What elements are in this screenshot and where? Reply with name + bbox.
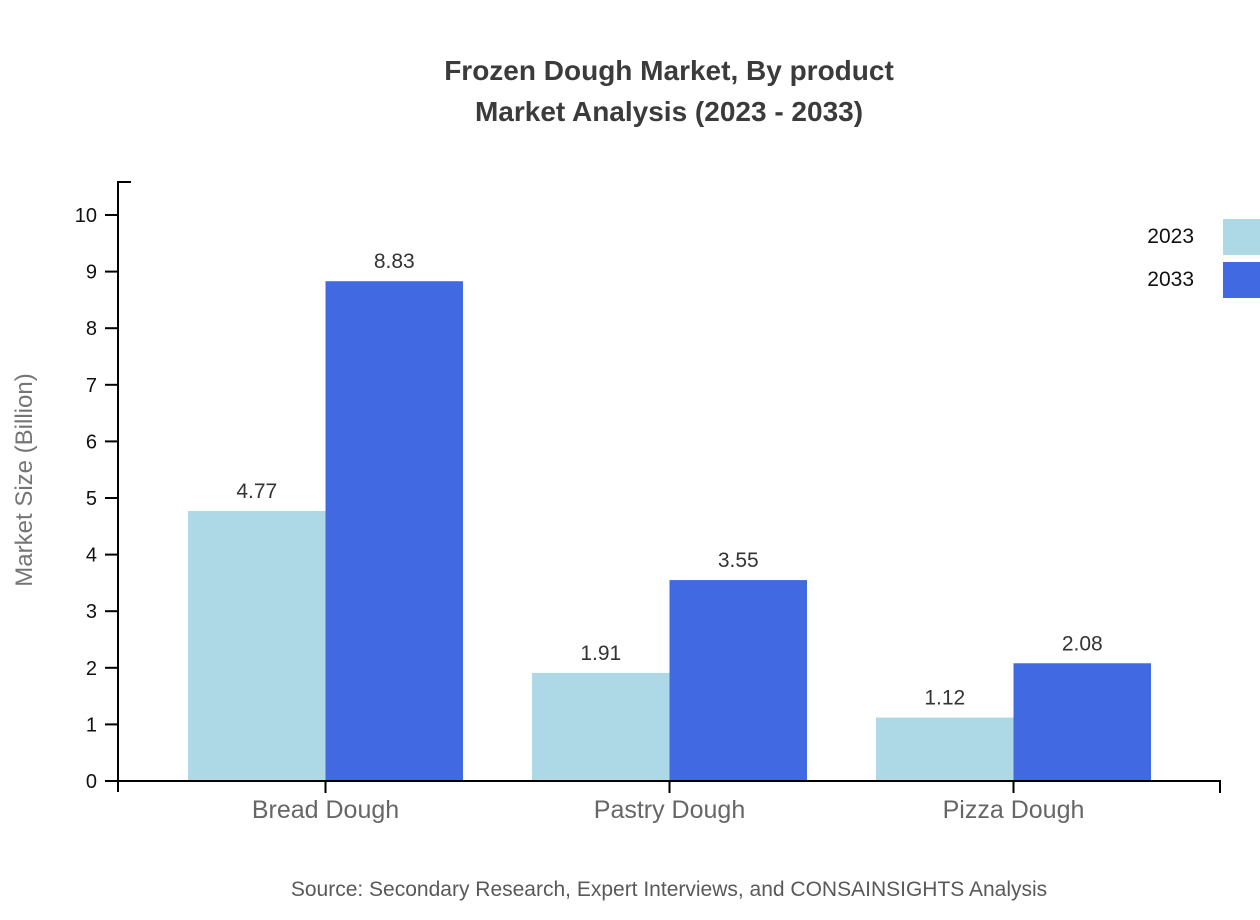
bar-2033-pastry-dough (669, 580, 807, 781)
bar-value-label: 8.83 (374, 250, 415, 273)
x-axis-line (105, 780, 1221, 793)
legend-swatch (1223, 262, 1260, 298)
y-tick-label: 3 (86, 601, 97, 623)
y-tick-label: 2 (86, 658, 97, 680)
bar-value-label: 3.55 (718, 549, 759, 572)
y-axis-line (117, 181, 131, 792)
legend-swatch (1223, 219, 1260, 255)
bar-2023-pastry-dough (532, 672, 670, 781)
bar-2023-bread-dough (188, 511, 326, 781)
y-tick-label: 0 (86, 771, 97, 793)
chart-title-line2: Market Analysis (2023 - 2033) (474, 96, 864, 127)
chart-title-line1: Frozen Dough Market, By product (444, 55, 894, 86)
category-label: Pastry Dough (594, 796, 745, 824)
y-tick-label: 8 (86, 318, 97, 340)
y-tick-label: 10 (75, 205, 97, 227)
y-tick-label: 9 (86, 262, 97, 284)
legend-item-2033: 2033 (1147, 262, 1260, 298)
legend-item-2023: 2023 (1147, 219, 1260, 255)
y-tick-label: 5 (86, 488, 97, 510)
y-tick-label: 6 (86, 431, 97, 453)
bar-value-label: 2.08 (1062, 632, 1103, 655)
source-attribution: Source: Secondary Research, Expert Inter… (290, 878, 1048, 901)
bar-2023-pizza-dough (876, 717, 1014, 781)
legend-label: 2023 (1147, 225, 1194, 248)
y-axis-title: Market Size (Billion) (11, 373, 38, 586)
chart-title: Frozen Dough Market, By product Market A… (118, 50, 1220, 132)
category-label: Bread Dough (252, 796, 399, 824)
legend-label: 2033 (1147, 268, 1194, 291)
y-tick-label: 4 (86, 545, 97, 567)
bar-value-label: 1.91 (580, 642, 621, 665)
bar-2033-bread-dough (325, 281, 463, 781)
bar-2033-pizza-dough (1013, 663, 1151, 781)
bar-value-label: 4.77 (236, 480, 277, 503)
legend: 2023 2033 (1147, 219, 1260, 305)
y-tick-label: 1 (86, 714, 97, 736)
bar-value-label: 1.12 (924, 687, 965, 710)
category-label: Pizza Dough (943, 796, 1085, 824)
y-tick-label: 7 (86, 375, 97, 397)
